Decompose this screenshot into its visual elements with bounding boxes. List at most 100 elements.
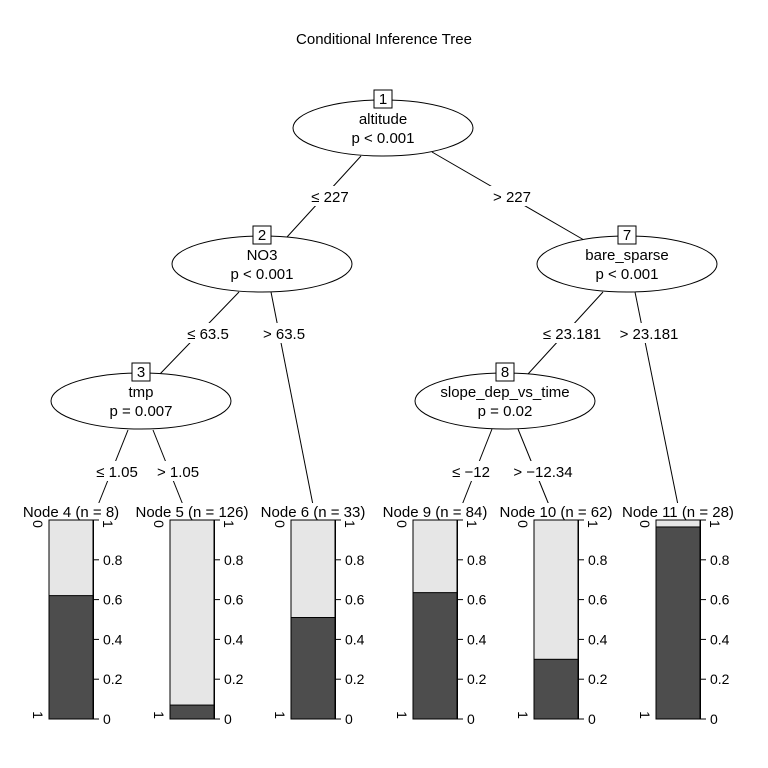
edge-label-backdrop [509,461,577,481]
axis-tick-label: 0 [710,711,718,727]
left-axis-top-label: 0 [637,520,653,528]
axis-tick-label: 0.4 [588,631,608,647]
axis-tick-label: 0.8 [710,552,730,568]
terminal-node-6: Node 6 (n = 33)01 00.20.40.60.81 [253,503,373,727]
node-id: 7 [623,227,631,244]
left-axis-top-label: 0 [272,520,288,528]
edge-label-backdrop [91,461,143,481]
edge-label-backdrop [538,323,606,343]
node-id: 3 [137,364,145,381]
terminal-node-4: Node 4 (n = 8)01 00.20.40.60.81 [14,503,128,727]
axis-tick-label: 0.2 [345,671,365,687]
node-p-value: p < 0.001 [352,130,415,147]
edge-label-7-8: ≤ 23.181 [543,326,601,343]
terminal-label-backdrop [253,503,373,521]
left-axis-bottom-label: 1 [30,711,46,719]
terminal-node-9: Node 9 (n = 84)01 00.20.40.60.81 [375,503,495,727]
axis-tick-label: 0.2 [103,671,123,687]
left-axis-top-label: 0 [515,520,531,528]
axis-tick-label: 0.4 [224,631,244,647]
edge-label-backdrop [308,186,352,206]
axis-tick-label: 1 [221,520,237,528]
axis-tick-label: 0.8 [588,552,608,568]
axis-tick-label: 0.6 [710,592,730,608]
axis-tick-label: 0.2 [467,671,487,687]
edge-label-backdrop [449,461,493,481]
axis-tick-label: 0.6 [467,592,487,608]
node-id-box [252,225,272,245]
left-axis-bottom-label: 1 [151,711,167,719]
inner-node-1: 1 altitude p < 0.001 [292,89,474,157]
terminal-label: Node 6 (n = 33) [261,504,366,521]
edge-labels-layer: ≤ 227 > 227 ≤ 63.5 > 63.5 ≤ 1.05 > 1.05 ≤ 23.1… [91,186,683,481]
inner-node-2: 2 NO3 p < 0.001 [171,225,353,293]
terminal-label: Node 4 (n = 8) [23,504,119,521]
diagram-title: Conditional Inference Tree [296,31,472,48]
axis-tick-label: 0 [224,711,232,727]
node-id-box [373,89,393,109]
axis-tick-label: 0.4 [467,631,487,647]
edge-label-8-10: > −12.34 [513,464,572,481]
node-id: 8 [501,364,509,381]
axis-tick-label: 1 [100,520,116,528]
terminal-node-5: Node 5 (n = 126)01 00.20.40.60.81 [128,503,256,727]
axis-tick-label: 0.4 [710,631,730,647]
left-axis-bottom-label: 1 [515,711,531,719]
edge-label-8-9: ≤ −12 [452,464,490,481]
terminal-node-11: Node 11 (n = 28)01 00.20.40.60.81 [614,503,742,727]
terminal-label: Node 9 (n = 84) [383,504,488,521]
terminal-label-backdrop [614,503,742,521]
axis-tick-label: 0.6 [103,592,123,608]
edge-label-backdrop [182,323,234,343]
edge-label-backdrop [490,186,534,206]
terminal-label-backdrop [14,503,128,521]
terminal-label-backdrop [375,503,495,521]
bar-dark-segment [169,704,215,720]
axis-tick-label: 0.6 [345,592,365,608]
terminal-label: Node 5 (n = 126) [136,504,249,521]
node-id: 1 [379,91,387,108]
axis-tick-label: 0.4 [345,631,365,647]
edge-label-backdrop [152,461,204,481]
node-variable: NO3 [247,247,278,264]
node-p-value: p = 0.02 [478,403,533,420]
node-id-box [617,225,637,245]
axis-tick-label: 0.2 [224,671,244,687]
edge-label-7-11: > 23.181 [620,326,679,343]
axis-tick-label: 0.6 [224,592,244,608]
axis-tick-label: 0 [588,711,596,727]
bar-dark-segment [655,526,701,720]
terminal-label: Node 11 (n = 28) [622,504,734,521]
axis-tick-label: 0.8 [345,552,365,568]
terminal-label-backdrop [492,503,620,521]
axis-tick-label: 0.6 [588,592,608,608]
edge-label-2-6: > 63.5 [263,326,305,343]
node-p-value: p < 0.001 [596,266,659,283]
left-axis-top-label: 0 [394,520,410,528]
axis-tick-label: 1 [342,520,358,528]
axis-tick-label: 1 [585,520,601,528]
node-variable: tmp [128,384,153,401]
node-id: 2 [258,227,266,244]
axis-tick-label: 0.2 [710,671,730,687]
bar-dark-segment [290,617,336,720]
bar-dark-segment [48,595,94,720]
terminal-node-10: Node 10 (n = 62)01 00.20.40.60.81 [492,503,620,727]
left-axis-top-label: 0 [30,520,46,528]
edge-label-backdrop [258,323,310,343]
node-id-box [495,362,515,382]
node-p-value: p < 0.001 [231,266,294,283]
axis-tick-label: 0.8 [467,552,487,568]
axis-tick-label: 0.8 [224,552,244,568]
node-p-value: p = 0.007 [110,403,173,420]
axis-tick-label: 1 [464,520,480,528]
node-variable: slope_dep_vs_time [440,384,569,401]
node-id-box [131,362,151,382]
left-axis-bottom-label: 1 [394,711,410,719]
left-axis-top-label: 0 [151,520,167,528]
edge-label-1-2: ≤ 227 [311,189,348,206]
terminal-label: Node 10 (n = 62) [500,504,613,521]
